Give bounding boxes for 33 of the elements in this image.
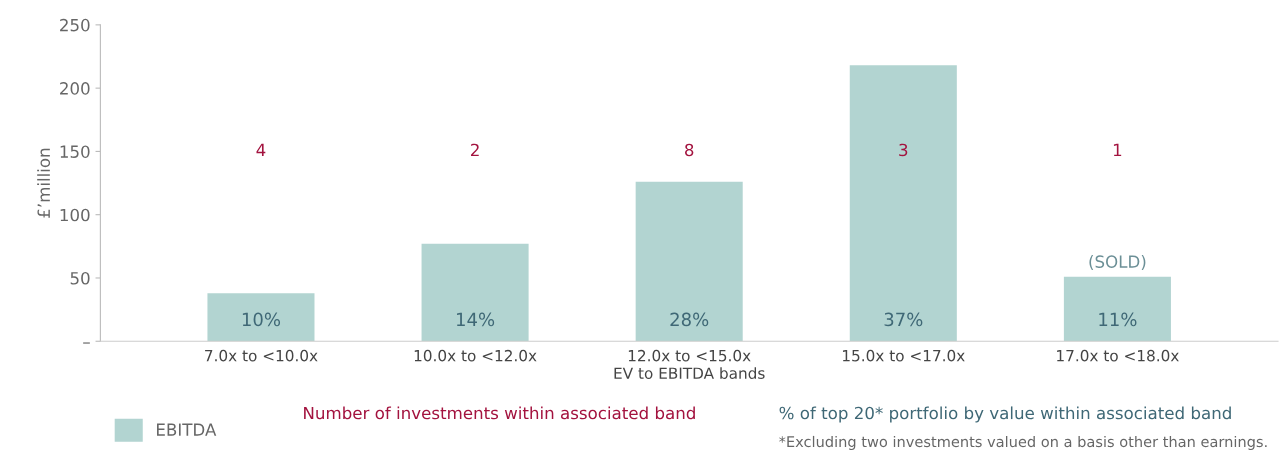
y-tick-label: 100 (60, 208, 90, 222)
annotation: 11% (1099, 312, 1137, 327)
bar (1063, 276, 1171, 342)
x-tick-label: 15.0x to <17.0x (842, 349, 965, 362)
bar (421, 243, 529, 342)
text: Number of investments within associated band (304, 406, 695, 420)
annotation: 8 (685, 143, 694, 157)
annotation: 28% (670, 312, 709, 327)
annotation: 10% (242, 312, 281, 327)
x-axis-title: EV to EBITDA bands (614, 367, 765, 379)
annotation: 3 (899, 143, 908, 157)
x-tick-label: 12.0x to <15.0x (628, 349, 751, 362)
bar (849, 65, 957, 342)
y-tick-label: – (83, 342, 90, 344)
x-tick-label: 10.0x to <12.0x (414, 349, 537, 362)
text: % of top 20* portfolio by value within associated band (779, 406, 1231, 423)
annotation: 2 (471, 143, 479, 157)
y-axis-title: £’million (37, 148, 51, 218)
text: *Excluding two investments valued on a basis other than earnings. (779, 435, 1267, 451)
x-tick-label: 7.0x to <10.0x (205, 349, 318, 362)
y-tick-label: 200 (60, 82, 90, 95)
bar (635, 181, 743, 342)
x-tick-label: 17.0x to <18.0x (1057, 349, 1179, 362)
bar (207, 293, 315, 342)
annotation: 14% (457, 312, 495, 327)
y-tick-label: 150 (60, 145, 90, 158)
legend-label: EBITDA (157, 423, 217, 436)
annotation: 1 (1113, 143, 1122, 157)
annotation: 37% (884, 312, 923, 327)
annotation: 4 (256, 143, 266, 157)
annotation: (SOLD) (1089, 255, 1146, 270)
y-tick-label: 250 (60, 18, 90, 32)
y-tick-label: 50 (70, 271, 90, 285)
